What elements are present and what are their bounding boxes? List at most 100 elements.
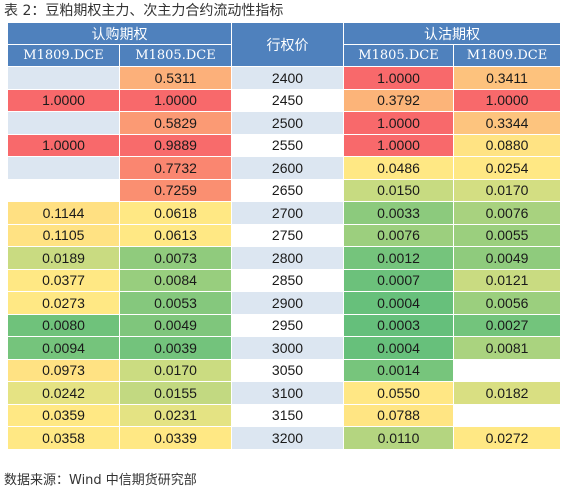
put-value-cell: 0.0003 <box>343 313 454 337</box>
put-value-cell: 0.0076 <box>343 223 454 247</box>
put-value-cell: 0.0170 <box>453 178 561 202</box>
put-value-cell: 0.0150 <box>343 178 454 202</box>
liquidity-table: 认购期权 行权价 认沽期权 M1809.DCE M1805.DCE M1805.… <box>7 22 561 450</box>
put-value-cell: 0.0880 <box>453 133 561 157</box>
call-value-cell: 1.0000 <box>7 88 120 112</box>
strike-price-cell: 3100 <box>231 381 344 405</box>
put-value-cell: 1.0000 <box>343 111 454 135</box>
table-row: 0.0973 0.0170 3050 0.0014 <box>7 358 561 382</box>
strike-price-cell: 2650 <box>231 178 344 202</box>
call-value-cell <box>7 178 120 202</box>
table-row: 0.7259 2650 0.0150 0.0170 <box>7 178 561 202</box>
table-row: 0.0189 0.0073 2800 0.0012 0.0049 <box>7 246 561 270</box>
put-value-cell: 1.0000 <box>453 88 561 112</box>
table-row: 1.0000 1.0000 2450 0.3792 1.0000 <box>7 88 561 112</box>
strike-price-cell: 3150 <box>231 403 344 427</box>
strike-price-cell: 2950 <box>231 313 344 337</box>
table-row: 0.0080 0.0049 2950 0.0003 0.0027 <box>7 313 561 337</box>
put-value-cell: 0.0550 <box>343 381 454 405</box>
call-value-cell: 0.5829 <box>119 111 232 135</box>
put-value-cell: 0.0272 <box>453 426 561 450</box>
put-value-cell: 0.0012 <box>343 246 454 270</box>
table-row: 0.7732 2600 0.0486 0.0254 <box>7 156 561 180</box>
table-row: 0.5829 2500 1.0000 0.3344 <box>7 111 561 135</box>
put-value-cell: 0.0081 <box>453 336 561 360</box>
call-value-cell: 0.0242 <box>7 381 120 405</box>
call-value-cell: 0.9889 <box>119 133 232 157</box>
put-value-cell: 0.0004 <box>343 291 454 315</box>
call-value-cell: 0.0359 <box>7 403 120 427</box>
put-value-cell: 0.0121 <box>453 268 561 292</box>
table-row: 0.1105 0.0613 2750 0.0076 0.0055 <box>7 223 561 247</box>
put-value-cell: 0.0033 <box>343 201 454 225</box>
call-col-header: M1809.DCE <box>7 44 120 67</box>
strike-price-cell: 3000 <box>231 336 344 360</box>
call-value-cell: 0.0080 <box>7 313 120 337</box>
call-value-cell: 0.0155 <box>119 381 232 405</box>
call-value-cell: 0.7259 <box>119 178 232 202</box>
strike-price-cell: 2600 <box>231 156 344 180</box>
table-caption: 表 2：豆粕期权主力、次主力合约流动性指标 <box>4 3 284 19</box>
call-value-cell: 0.0613 <box>119 223 232 247</box>
put-col-header: M1805.DCE <box>343 44 454 67</box>
call-value-cell: 0.0618 <box>119 201 232 225</box>
strike-price-cell: 2800 <box>231 246 344 270</box>
call-value-cell: 0.0049 <box>119 313 232 337</box>
call-value-cell: 0.0231 <box>119 403 232 427</box>
call-value-cell: 0.1105 <box>7 223 120 247</box>
put-value-cell: 0.0055 <box>453 223 561 247</box>
put-value-cell: 0.3411 <box>453 66 561 90</box>
call-value-cell: 1.0000 <box>7 133 120 157</box>
strike-price-cell: 3050 <box>231 358 344 382</box>
strike-price-cell: 2750 <box>231 223 344 247</box>
call-value-cell: 0.0377 <box>7 268 120 292</box>
call-value-cell: 0.0073 <box>119 246 232 270</box>
call-col-header: M1805.DCE <box>119 44 232 67</box>
call-value-cell: 0.0358 <box>7 426 120 450</box>
put-value-cell: 0.0004 <box>343 336 454 360</box>
put-value-cell: 1.0000 <box>343 133 454 157</box>
table-row: 0.0359 0.0231 3150 0.0788 <box>7 403 561 427</box>
strike-price-cell: 2550 <box>231 133 344 157</box>
call-value-cell: 0.7732 <box>119 156 232 180</box>
table-row: 0.0358 0.0339 3200 0.0110 0.0272 <box>7 426 561 450</box>
put-value-cell: 0.3792 <box>343 88 454 112</box>
put-value-cell: 0.0486 <box>343 156 454 180</box>
strike-price-cell: 2700 <box>231 201 344 225</box>
call-value-cell: 0.0339 <box>119 426 232 450</box>
put-value-cell: 0.0049 <box>453 246 561 270</box>
table-row: 0.1144 0.0618 2700 0.0033 0.0076 <box>7 201 561 225</box>
call-value-cell: 0.0084 <box>119 268 232 292</box>
call-value-cell <box>7 111 120 135</box>
put-value-cell: 1.0000 <box>343 66 454 90</box>
strike-price-cell: 2450 <box>231 88 344 112</box>
strike-header: 行权价 <box>231 22 344 67</box>
data-source-note: 数据来源：Wind 中信期货研究部 <box>4 473 197 488</box>
put-value-cell: 0.0007 <box>343 268 454 292</box>
table-row: 0.0377 0.0084 2850 0.0007 0.0121 <box>7 268 561 292</box>
table-row: 0.5311 2400 1.0000 0.3411 <box>7 66 561 90</box>
put-value-cell <box>453 358 561 382</box>
put-value-cell: 0.0182 <box>453 381 561 405</box>
put-col-header: M1809.DCE <box>453 44 561 67</box>
put-value-cell: 0.3344 <box>453 111 561 135</box>
put-value-cell: 0.0056 <box>453 291 561 315</box>
table-row: 0.0094 0.0039 3000 0.0004 0.0081 <box>7 336 561 360</box>
put-value-cell <box>453 403 561 427</box>
put-options-header: 认沽期权 <box>343 22 561 45</box>
strike-price-cell: 2500 <box>231 111 344 135</box>
call-value-cell: 1.0000 <box>119 88 232 112</box>
put-value-cell: 0.0788 <box>343 403 454 427</box>
strike-price-cell: 2900 <box>231 291 344 315</box>
strike-price-cell: 3200 <box>231 426 344 450</box>
call-value-cell: 0.0189 <box>7 246 120 270</box>
call-value-cell: 0.0039 <box>119 336 232 360</box>
put-value-cell: 0.0027 <box>453 313 561 337</box>
table-row: 0.0242 0.0155 3100 0.0550 0.0182 <box>7 381 561 405</box>
put-value-cell: 0.0254 <box>453 156 561 180</box>
strike-price-cell: 2850 <box>231 268 344 292</box>
call-value-cell: 0.0170 <box>119 358 232 382</box>
put-value-cell: 0.0076 <box>453 201 561 225</box>
call-value-cell: 0.0053 <box>119 291 232 315</box>
call-value-cell: 0.0273 <box>7 291 120 315</box>
